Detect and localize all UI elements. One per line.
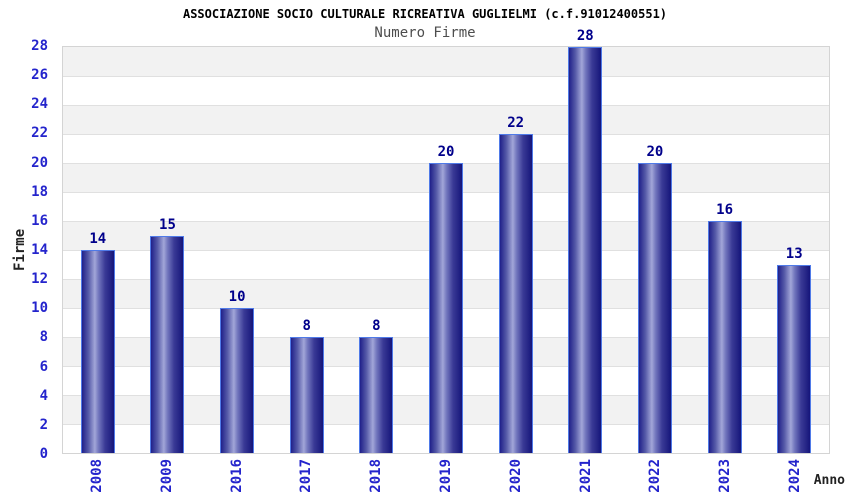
- bar-value-label: 8: [372, 318, 381, 335]
- y-tick-label: 8: [39, 329, 48, 346]
- y-tick-label: 0: [39, 446, 48, 462]
- bar-slot: 22: [481, 47, 551, 453]
- bar-value-label: 20: [437, 144, 455, 160]
- x-tick-label: 2009: [158, 459, 175, 493]
- y-tick-label: 10: [31, 300, 48, 317]
- x-tick-slot: 2022: [621, 459, 691, 499]
- bar: [289, 337, 324, 453]
- bar-slot: 15: [133, 47, 203, 453]
- y-tick-label: 14: [31, 242, 48, 258]
- x-tick-label: 2021: [577, 459, 594, 493]
- bar: [777, 264, 812, 453]
- y-tick-label: 28: [31, 38, 48, 54]
- x-tick-slot: 2008: [62, 459, 132, 499]
- y-tick-label: 18: [31, 183, 48, 200]
- bar: [220, 308, 255, 453]
- x-axis-title: Anno: [813, 473, 845, 488]
- x-tick-label: 2024: [787, 459, 804, 493]
- bar-slot: 14: [63, 47, 133, 453]
- y-tick-label: 20: [31, 154, 48, 171]
- x-tick-slot: 2019: [411, 459, 481, 499]
- chart-title: ASSOCIAZIONE SOCIO CULTURALE RICREATIVA …: [182, 7, 668, 21]
- bar: [568, 47, 603, 453]
- x-tick-label: 2019: [437, 459, 454, 493]
- x-tick-slot: 2021: [551, 459, 621, 499]
- y-tick-label: 12: [31, 271, 48, 288]
- chart-subtitle: Numero Firme: [374, 25, 476, 41]
- bars-container: 14 15 10 8 8 20 22 28 20 16 13: [63, 29, 829, 453]
- bar: [359, 337, 394, 453]
- x-tick-label: 2018: [368, 459, 385, 493]
- x-tick-slot: 2016: [202, 459, 272, 499]
- bar-slot: 10: [202, 47, 272, 453]
- bar-slot: 20: [411, 47, 481, 453]
- bar: [498, 134, 533, 453]
- x-tick-label: 2008: [88, 459, 105, 493]
- bar-slot: 16: [690, 47, 760, 453]
- y-axis-tick-labels: 0 2 4 6 8 10 12 14 16 18 20 22 24 26 28: [0, 39, 56, 461]
- y-tick-label: 24: [31, 96, 48, 113]
- x-tick-label: 2022: [647, 459, 664, 493]
- y-tick-label: 16: [31, 212, 48, 229]
- bar-value-label: 20: [646, 144, 664, 160]
- bar-slot: 13: [759, 47, 829, 453]
- y-tick-label: 4: [39, 387, 48, 404]
- x-tick-label: 2017: [298, 459, 315, 493]
- y-tick-label: 6: [39, 358, 48, 375]
- grid-band: [63, 76, 829, 105]
- bar: [637, 163, 672, 453]
- bar: [150, 235, 185, 453]
- x-tick-slot: 2023: [690, 459, 760, 499]
- bar-value-label: 13: [785, 245, 803, 262]
- bar-slot: 8: [272, 47, 342, 453]
- x-axis-tick-labels: 2008 2009 2016 2017 2018 2019 2020 2021 2022 2023…: [62, 459, 830, 499]
- x-tick-label: 2020: [507, 459, 524, 493]
- bar: [429, 163, 464, 453]
- y-tick-label: 26: [31, 67, 48, 84]
- x-tick-slot: 2017: [271, 459, 341, 499]
- grid-band: [63, 105, 829, 134]
- plot-area: 14 15 10 8 8 20 22 28 20 16 13: [62, 29, 830, 454]
- x-tick-slot: 2009: [132, 459, 202, 499]
- x-tick-slot: 2020: [481, 459, 551, 499]
- x-tick-slot: 2018: [341, 459, 411, 499]
- bar-value-label: 28: [576, 28, 594, 44]
- y-tick-label: 2: [39, 416, 48, 433]
- x-tick-label: 2016: [228, 459, 245, 493]
- bar-value-label: 22: [507, 115, 525, 131]
- bar-value-label: 15: [159, 216, 176, 233]
- bar-slot: 20: [620, 47, 690, 453]
- grid-band: [63, 47, 829, 76]
- x-tick-label: 2023: [717, 459, 734, 493]
- grid-band: [63, 134, 829, 163]
- bar-slot: 8: [342, 47, 412, 453]
- bar-value-label: 8: [302, 318, 311, 335]
- bar-value-label: 10: [228, 289, 246, 305]
- bar-value-label: 14: [89, 231, 107, 247]
- y-tick-label: 22: [31, 125, 48, 142]
- bar-value-label: 16: [716, 202, 734, 219]
- bar: [707, 221, 742, 453]
- bar-slot: 28: [550, 29, 620, 453]
- bar: [80, 250, 115, 453]
